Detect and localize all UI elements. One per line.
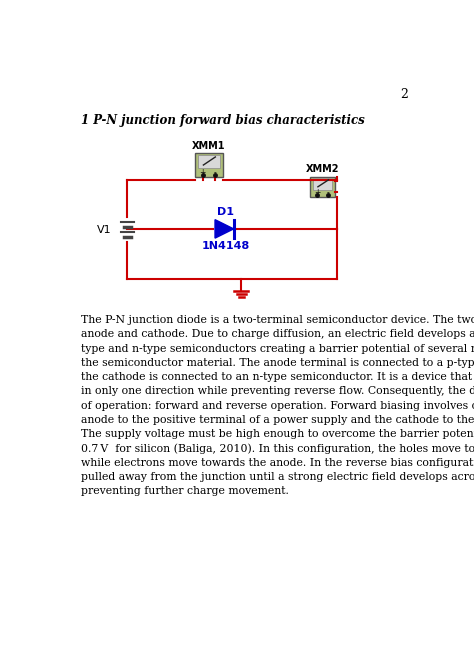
Text: The supply voltage must be high enough to overcome the barrier potential which i: The supply voltage must be high enough t… [81, 429, 474, 439]
Text: the cathode is connected to an n-type semiconductor. It is a device that allows : the cathode is connected to an n-type se… [81, 372, 474, 382]
Polygon shape [215, 219, 234, 238]
Text: +: + [314, 188, 320, 197]
Text: V1: V1 [97, 225, 112, 235]
FancyBboxPatch shape [313, 178, 332, 190]
Text: 1 P-N junction forward bias characteristics: 1 P-N junction forward bias characterist… [81, 114, 365, 127]
Text: 2: 2 [400, 88, 408, 100]
Text: XMM2: XMM2 [306, 164, 339, 174]
Text: -: - [327, 188, 329, 197]
Text: XMM1: XMM1 [192, 141, 226, 151]
FancyBboxPatch shape [310, 177, 335, 197]
Text: 0.7 V  for silicon (Baliga, 2010). In this configuration, the holes move towards: 0.7 V for silicon (Baliga, 2010). In thi… [81, 444, 474, 454]
Text: -: - [214, 168, 216, 177]
Text: anode to the positive terminal of a power supply and the cathode to the negative: anode to the positive terminal of a powe… [81, 415, 474, 425]
FancyBboxPatch shape [195, 153, 223, 177]
Text: D1: D1 [218, 207, 234, 217]
Text: The P-N junction diode is a two-terminal semiconductor device. The two terminals: The P-N junction diode is a two-terminal… [81, 315, 474, 325]
Text: in only one direction while preventing reverse flow. Consequently, the diode has: in only one direction while preventing r… [81, 387, 474, 396]
FancyBboxPatch shape [198, 155, 220, 169]
Text: anode and cathode. Due to charge diffusion, an electric field develops at the ju: anode and cathode. Due to charge diffusi… [81, 329, 474, 339]
Text: pulled away from the junction until a strong electric field develops across the : pulled away from the junction until a st… [81, 472, 474, 482]
Text: while electrons move towards the anode. In the reverse bias configuration, the c: while electrons move towards the anode. … [81, 458, 474, 468]
Text: +: + [200, 168, 206, 177]
Text: the semiconductor material. The anode terminal is connected to a p-type semicond: the semiconductor material. The anode te… [81, 358, 474, 368]
Text: 1N4148: 1N4148 [202, 242, 250, 252]
Text: type and n-type semiconductors creating a barrier potential of several millivolt: type and n-type semiconductors creating … [81, 344, 474, 354]
Text: of operation: forward and reverse operation. Forward biasing involves connecting: of operation: forward and reverse operat… [81, 401, 474, 411]
Text: preventing further charge movement.: preventing further charge movement. [81, 486, 289, 496]
